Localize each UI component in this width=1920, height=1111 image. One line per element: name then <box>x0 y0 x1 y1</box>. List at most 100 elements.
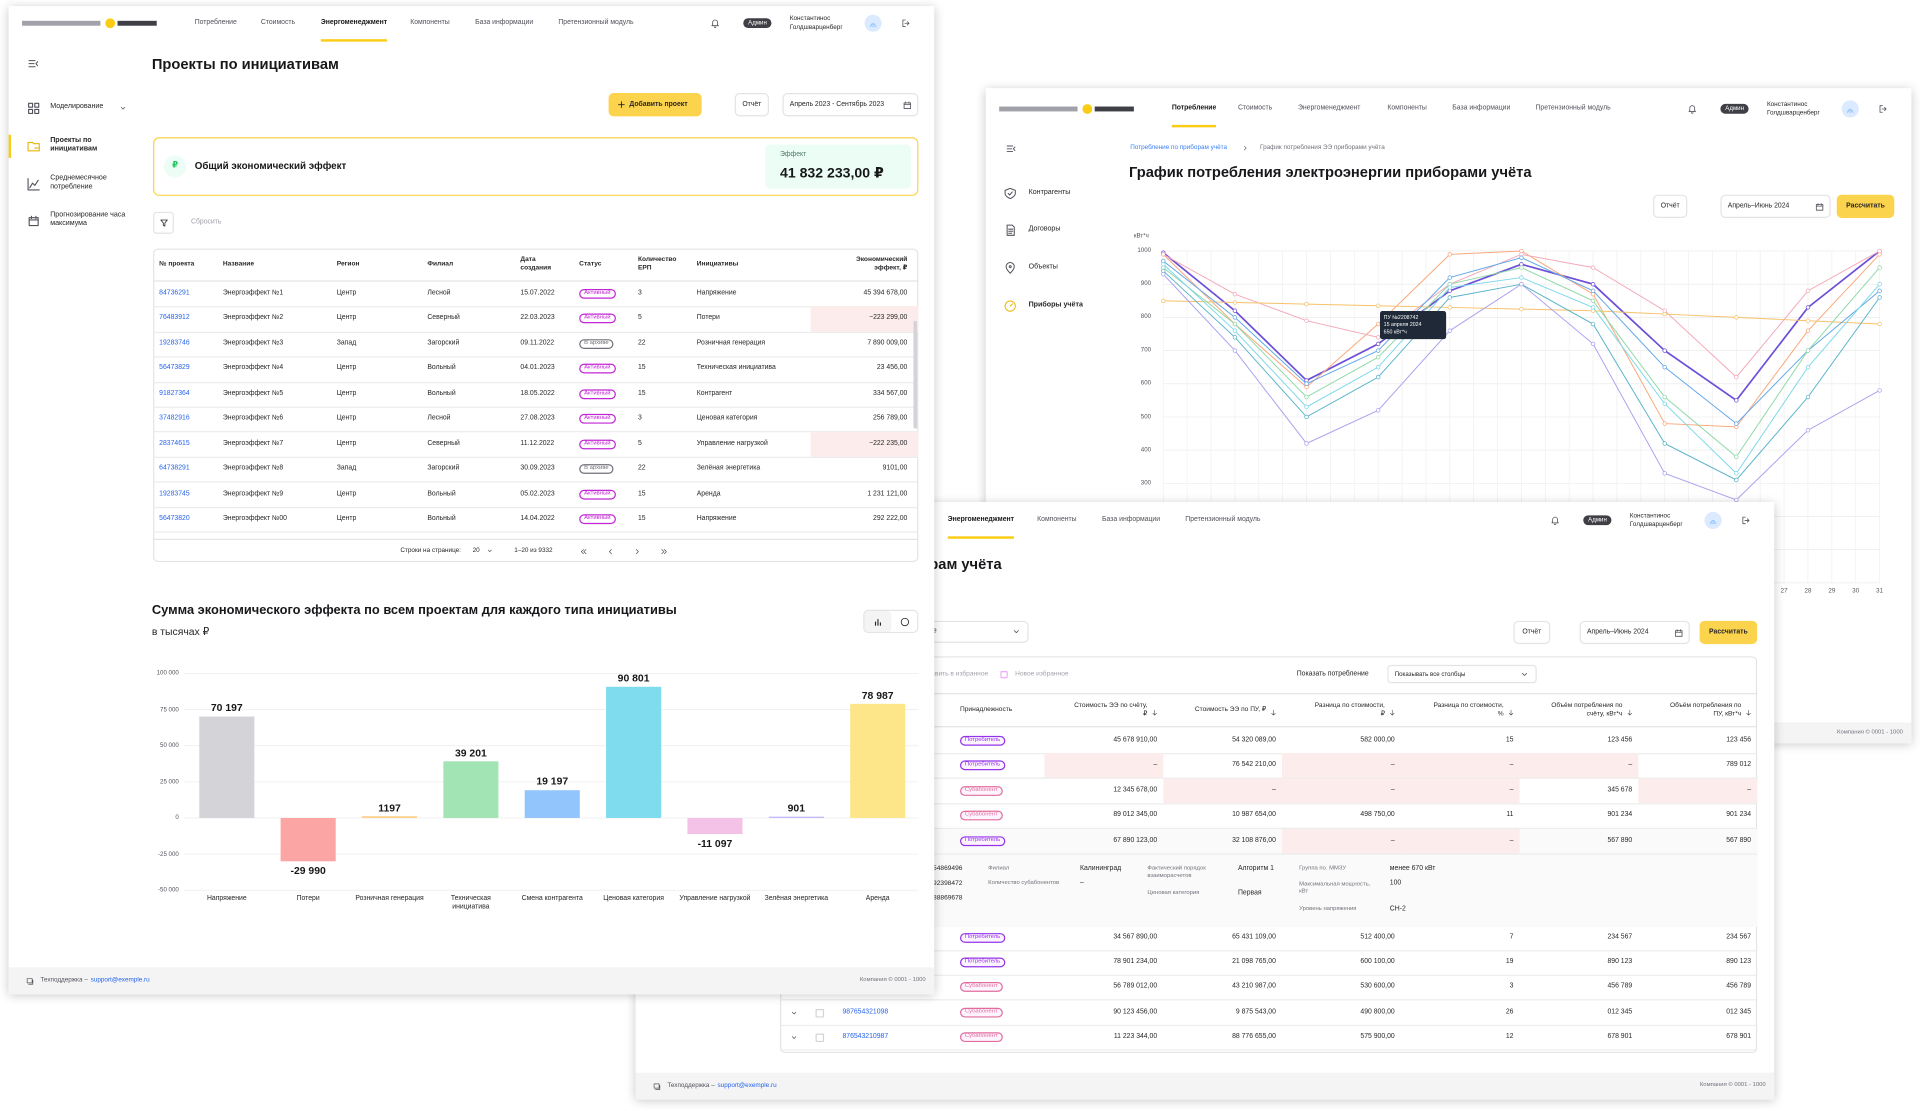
project-link[interactable]: 56473829 <box>159 364 190 373</box>
icon-path <box>1742 516 1750 525</box>
sidebar-item[interactable]: Приборы учёта <box>1028 301 1083 310</box>
button-label[interactable]: Рассчитать <box>1846 202 1885 210</box>
nav-item[interactable]: База информации <box>1452 104 1511 113</box>
icon-path <box>1390 709 1395 716</box>
nav-item[interactable]: Компоненты <box>410 18 450 27</box>
sidebar-item[interactable]: Среднемесячное потребление <box>50 174 107 192</box>
nav-item[interactable]: Энергоменеджмент <box>1297 104 1361 113</box>
nav-item[interactable]: Стоимость <box>260 18 296 27</box>
table-cell: Вольный <box>427 514 456 523</box>
nav-item[interactable]: База информации <box>1102 516 1161 524</box>
button-label[interactable]: Апрель–Июнь 2024 <box>1727 202 1790 210</box>
sidebar-item[interactable]: Прогнозирование часа максимума <box>50 211 126 228</box>
table-cell: Северный <box>427 439 460 448</box>
detail-label: Количество субабонентов <box>988 880 1060 887</box>
button-label[interactable]: Рассчитать <box>1709 628 1748 636</box>
table-cell: – <box>1747 786 1752 795</box>
value-label: 90 801 <box>617 671 650 684</box>
icon-path <box>1006 144 1015 152</box>
sidebar-item[interactable]: Контрагенты <box>1028 189 1071 197</box>
button-label[interactable]: Отчёт <box>1522 628 1542 636</box>
button[interactable] <box>1579 620 1690 645</box>
series-point <box>1375 408 1381 413</box>
button[interactable] <box>1513 620 1551 645</box>
chart-toggle <box>863 609 919 634</box>
nav-item[interactable]: Энергоменеджмент <box>320 18 388 27</box>
icon-path <box>1508 709 1514 716</box>
button-label[interactable]: Апрель–Июнь 2024 <box>1586 628 1649 636</box>
nav-item[interactable]: Энергоменеджмент <box>947 516 1015 524</box>
nav-item[interactable]: Стоимость <box>1237 104 1273 113</box>
nav-item[interactable]: Претензионный модуль <box>1185 516 1261 524</box>
x-tick-label: Ценовая категория <box>603 895 664 903</box>
nav-item[interactable]: Компоненты <box>1037 516 1077 524</box>
nav-item[interactable]: Потребление <box>1171 104 1217 113</box>
nav-item[interactable]: Компоненты <box>1387 104 1427 113</box>
meter-id[interactable]: 987654321098 <box>842 1008 889 1016</box>
table-cell: – <box>1272 786 1276 795</box>
project-link[interactable]: 76483912 <box>159 314 190 322</box>
nav-item[interactable]: Потребление <box>194 18 237 27</box>
button-label[interactable]: Добавить проект <box>629 100 688 108</box>
footer-email[interactable]: support@exemple.ru <box>717 1082 777 1090</box>
breadcrumb-link[interactable]: Потребление по приборам учёта <box>1130 144 1228 152</box>
meter-id-fragment: 54869496 <box>933 865 963 873</box>
reset-button[interactable]: Сбросить <box>191 218 222 226</box>
project-link[interactable]: 84736291 <box>159 289 190 297</box>
table-cell: Вольный <box>427 389 456 398</box>
columns-select[interactable] <box>1387 664 1537 684</box>
add-favorite[interactable]: Добавить в избранное <box>919 670 989 678</box>
button[interactable] <box>734 93 769 117</box>
project-link[interactable]: 91827364 <box>159 389 190 398</box>
checkbox[interactable] <box>1000 671 1008 679</box>
detail-label: Ценовая категория <box>1147 890 1200 897</box>
project-link[interactable]: 64738291 <box>159 464 190 473</box>
checkbox[interactable] <box>815 1032 825 1042</box>
checkbox[interactable] <box>815 1008 825 1017</box>
button[interactable] <box>782 93 919 117</box>
icon-path <box>608 548 612 554</box>
project-link[interactable]: 56473820 <box>159 514 190 523</box>
button-label[interactable]: Отчёт <box>742 100 762 108</box>
project-link[interactable]: 28374615 <box>159 439 190 448</box>
grid-icon <box>27 102 39 114</box>
project-link[interactable]: 37482916 <box>159 414 190 423</box>
rows-per-page[interactable]: 20 <box>472 547 480 555</box>
nav-item[interactable]: Претензионный модуль <box>558 18 634 27</box>
button-label[interactable]: Апрель 2023 - Сентябрь 2023 <box>789 100 885 108</box>
button-label[interactable]: Отчёт <box>1660 202 1680 210</box>
table-cell: 15 <box>637 489 646 498</box>
series-point <box>1590 265 1596 270</box>
sidebar-item[interactable]: Проекты по инициативам <box>50 136 98 154</box>
nav-item[interactable]: База информации <box>475 18 534 27</box>
table-cell: Энергоэффект №4 <box>222 364 284 373</box>
table-cell: Центр <box>336 489 357 498</box>
sidebar-item[interactable]: Объекты <box>1028 263 1058 272</box>
role-badge: Потребитель <box>960 933 1006 943</box>
table-cell: 15 <box>637 389 646 398</box>
project-link[interactable]: 19283746 <box>159 339 190 348</box>
series-point <box>1590 321 1596 327</box>
add-button[interactable] <box>608 93 702 117</box>
series-point <box>1232 348 1238 353</box>
sidebar-item[interactable]: Моделирование <box>50 103 104 111</box>
meter-id[interactable]: 876543210987 <box>842 1032 889 1041</box>
series-point <box>1375 303 1381 308</box>
series-point <box>1805 364 1811 370</box>
table-cell: 26 <box>1505 1008 1514 1016</box>
sort-icon <box>1746 709 1751 716</box>
series-point <box>1590 288 1596 294</box>
footer-email[interactable]: support@exemple.ru <box>90 976 150 985</box>
nav-item[interactable]: Претензионный модуль <box>1535 104 1611 113</box>
project-link[interactable]: 19283745 <box>159 489 190 498</box>
sidebar-item[interactable]: Договоры <box>1028 225 1061 234</box>
filter-button[interactable] <box>153 211 174 234</box>
button[interactable] <box>1653 194 1688 218</box>
calendar-icon <box>1815 202 1824 211</box>
button[interactable] <box>1720 194 1831 218</box>
button[interactable] <box>1836 194 1895 218</box>
icon-path <box>711 19 719 29</box>
button[interactable] <box>1699 620 1758 645</box>
effect-label: Эффект <box>780 151 807 159</box>
